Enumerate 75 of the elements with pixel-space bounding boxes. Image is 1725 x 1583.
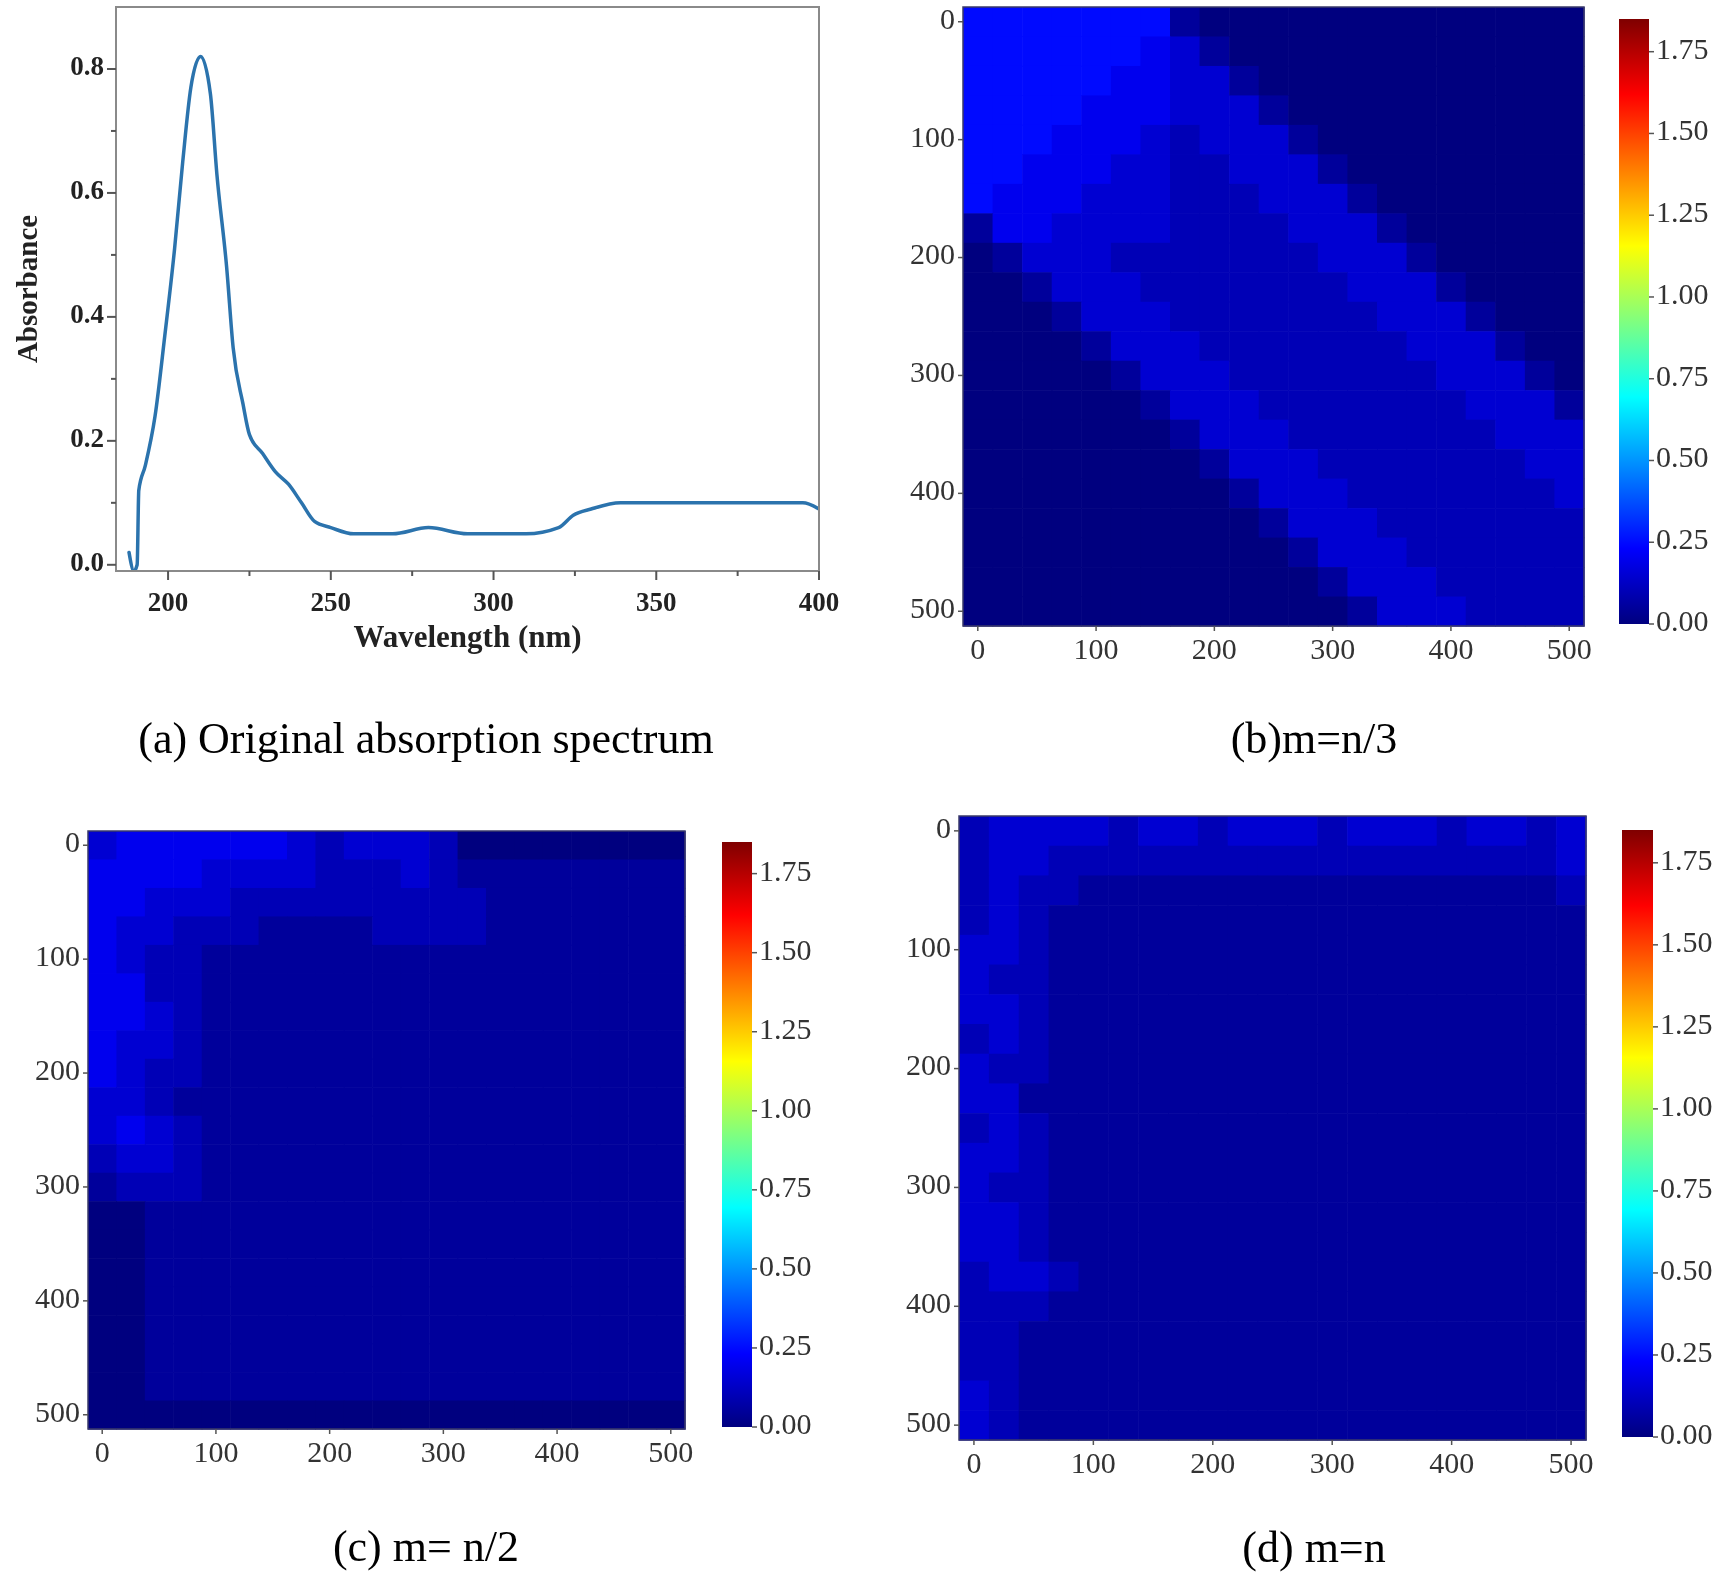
y-tick-label: 100 xyxy=(910,119,955,153)
x-tick-label: 250 xyxy=(310,587,352,617)
y-tick-label: 0.4 xyxy=(70,299,104,330)
color-bar-label: 0.00 xyxy=(1656,603,1709,637)
y-axis-title: Absorbance xyxy=(10,214,43,364)
color-bar-label: 0.00 xyxy=(759,1406,812,1440)
y-tick-label: 400 xyxy=(910,473,955,507)
color-bar-label: 0.25 xyxy=(759,1327,812,1361)
color-bar-label: 0.75 xyxy=(1656,358,1709,392)
x-tick-label: 400 xyxy=(1429,1446,1475,1479)
color-bar-label: 0.00 xyxy=(1660,1416,1713,1450)
y-tick-label: 400 xyxy=(35,1280,80,1314)
x-tick-label: 300 xyxy=(1309,1446,1355,1479)
y-tick-label: 0.8 xyxy=(70,51,104,82)
color-bar-label: 1.00 xyxy=(1660,1088,1713,1122)
y-tick-label: 0 xyxy=(936,810,951,844)
x-tick-label: 300 xyxy=(473,587,514,617)
x-tick-label: 500 xyxy=(648,1435,694,1468)
color-bar-label: 1.00 xyxy=(759,1090,812,1124)
y-tick-label: 300 xyxy=(906,1167,951,1201)
y-tick-label: 0.6 xyxy=(70,175,104,206)
y-tick-label: 0.0 xyxy=(70,547,104,578)
color-bar-label: 1.75 xyxy=(759,853,812,887)
color-bar-label: 1.75 xyxy=(1656,31,1709,65)
x-tick-label: 500 xyxy=(1548,1446,1594,1479)
x-tick-label: 300 xyxy=(420,1435,466,1468)
x-tick-label: 300 xyxy=(1310,632,1356,665)
color-bar-label: 0.50 xyxy=(759,1248,812,1282)
text: (a) Original absorption spectrum xyxy=(138,714,714,764)
y-tick-label: 200 xyxy=(910,237,955,271)
y-tick-label: 500 xyxy=(35,1394,80,1428)
x-tick-label: 100 xyxy=(193,1435,239,1468)
color-bar-label: 1.75 xyxy=(1660,842,1713,876)
color-bar-label: 0.75 xyxy=(1660,1170,1713,1204)
x-tick-label: 0 xyxy=(966,1446,982,1479)
y-tick-label: 300 xyxy=(35,1166,80,1200)
x-tick-label: 400 xyxy=(534,1435,580,1468)
y-tick-label: 300 xyxy=(910,355,955,389)
y-tick-label: 100 xyxy=(35,939,80,973)
text: (c) m= n/2 xyxy=(332,1522,520,1572)
y-tick-label: 200 xyxy=(35,1052,80,1086)
y-tick-label: 500 xyxy=(906,1405,951,1439)
y-tick-label: 200 xyxy=(906,1048,951,1082)
x-tick-label: 100 xyxy=(1070,1446,1116,1479)
color-bar-label: 0.75 xyxy=(759,1169,812,1203)
x-tick-label: 200 xyxy=(1190,1446,1236,1479)
color-bar-label: 0.25 xyxy=(1660,1334,1713,1368)
y-tick-label: 400 xyxy=(906,1286,951,1320)
color-bar-label: 1.50 xyxy=(1656,113,1709,147)
x-tick-label: 400 xyxy=(798,587,840,617)
color-bar-label: 0.50 xyxy=(1660,1252,1713,1286)
line-series xyxy=(127,54,819,571)
color-bar-label: 1.25 xyxy=(1660,1006,1713,1040)
y-tick-label: 0.2 xyxy=(70,423,104,454)
x-tick-label: 100 xyxy=(1073,632,1119,665)
color-bar-label: 0.25 xyxy=(1656,522,1709,556)
color-bar-label: 1.50 xyxy=(1660,924,1713,958)
color-bar-label: 1.00 xyxy=(1656,276,1709,310)
y-tick-label: 0 xyxy=(65,825,80,859)
y-tick-label: 0 xyxy=(940,1,955,35)
color-bar-label: 1.25 xyxy=(759,1011,812,1045)
x-tick-label: 200 xyxy=(307,1435,353,1468)
text: (b)m=n/3 xyxy=(1230,714,1398,764)
color-bar-label: 1.25 xyxy=(1656,195,1709,229)
x-tick-label: 350 xyxy=(636,587,677,617)
color-bar-label: 1.50 xyxy=(759,932,812,966)
x-tick-label: 0 xyxy=(970,632,986,665)
x-tick-label: 200 xyxy=(147,587,189,617)
y-tick-label: 100 xyxy=(906,929,951,963)
x-axis-title: Wavelength (nm) xyxy=(353,619,582,654)
x-tick-label: 400 xyxy=(1428,632,1474,665)
color-bar-label: 0.50 xyxy=(1656,440,1709,474)
text: (d) m=n xyxy=(1242,1523,1386,1573)
x-tick-label: 500 xyxy=(1546,632,1592,665)
x-tick-label: 200 xyxy=(1191,632,1237,665)
